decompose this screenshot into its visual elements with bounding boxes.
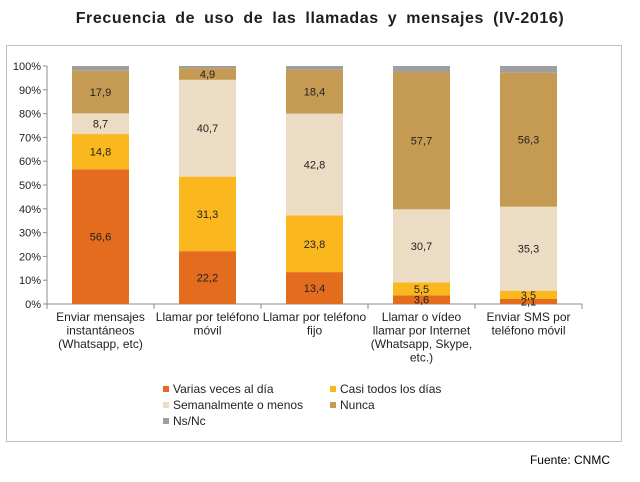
bar-segment <box>72 169 129 304</box>
data-label: 30,7 <box>411 241 432 253</box>
data-label: 17,9 <box>90 87 111 99</box>
bar-segment <box>500 206 557 291</box>
data-label: 57,7 <box>411 136 432 148</box>
bar-segment <box>179 251 236 304</box>
y-tick-label: 80% <box>19 109 41 121</box>
y-tick-label: 30% <box>19 228 41 240</box>
x-tick-label: Llamar por teléfono <box>156 310 260 324</box>
bar-segment <box>179 66 236 69</box>
bar-segment <box>286 272 343 304</box>
chart-title: Frecuencia de uso de las llamadas y mens… <box>75 10 565 27</box>
bar-segment <box>393 66 450 72</box>
y-tick-label: 50% <box>19 180 41 192</box>
bar-segment <box>500 299 557 304</box>
bar-segment <box>286 113 343 216</box>
data-label: 13,4 <box>304 283 325 295</box>
x-tick-label: Llamar por teléfono <box>263 310 367 324</box>
legend-swatch <box>330 402 336 408</box>
source-note: Fuente: CNMC <box>529 453 610 467</box>
x-tick-label: fijo <box>307 324 323 338</box>
legend-label: Varias veces al día <box>173 382 274 396</box>
data-label: 23,8 <box>304 239 325 251</box>
bar-segment <box>286 69 343 114</box>
bar-segment <box>179 79 236 177</box>
bar-segment <box>500 290 557 300</box>
data-label: 31,3 <box>197 209 218 221</box>
data-label: 4,9 <box>200 69 215 81</box>
bar-segment <box>72 134 129 170</box>
data-label: 22,2 <box>197 273 218 285</box>
bar-segment <box>286 215 343 273</box>
x-tick-label: instantáneos <box>66 324 134 338</box>
y-tick-label: 90% <box>19 85 41 97</box>
y-tick-label: 40% <box>19 204 41 216</box>
data-label: 56,6 <box>90 232 111 244</box>
bar-segment <box>72 70 129 114</box>
y-tick-label: 10% <box>19 275 41 287</box>
bar-segment <box>393 295 450 304</box>
x-tick-label: Enviar SMS por <box>486 310 570 324</box>
data-label: 35,3 <box>518 244 539 256</box>
x-tick-label: (Whatsapp, Skype, <box>371 337 472 351</box>
bar-segment <box>179 176 236 252</box>
legend-label: Semanalmente o menos <box>173 398 303 412</box>
data-label: 40,7 <box>197 123 218 135</box>
data-label: 5,5 <box>414 284 429 296</box>
x-tick-label: móvil <box>193 324 221 338</box>
data-label: 18,4 <box>304 87 325 99</box>
legend-label: Casi todos los días <box>340 382 441 396</box>
data-label: 3,6 <box>414 295 429 307</box>
legend-swatch <box>163 386 169 392</box>
bar-segment <box>393 282 450 296</box>
legend-swatch <box>163 418 169 424</box>
chart-frame <box>6 45 622 442</box>
bar-segment <box>500 66 557 73</box>
x-tick-label: teléfono móvil <box>491 324 565 338</box>
legend-label: Nunca <box>340 398 375 412</box>
legend-swatch <box>330 386 336 392</box>
bar-segment <box>72 113 129 135</box>
data-label: 8,7 <box>93 119 108 131</box>
bar-segment <box>500 72 557 207</box>
y-tick-label: 60% <box>19 156 41 168</box>
x-tick-label: etc.) <box>410 351 433 365</box>
data-label: 42,8 <box>304 160 325 172</box>
y-tick-label: 100% <box>13 61 41 73</box>
legend-label: Ns/Nc <box>173 414 206 428</box>
data-label: 3,5 <box>521 290 536 302</box>
data-label: 2,1 <box>521 297 536 309</box>
bar-segment <box>286 66 343 70</box>
y-tick-label: 70% <box>19 132 41 144</box>
bar-segment <box>393 209 450 283</box>
x-tick-label: Enviar mensajes <box>56 310 145 324</box>
y-tick-label: 20% <box>19 251 41 263</box>
x-tick-label: llamar por Internet <box>373 324 471 338</box>
bar-segment <box>179 68 236 80</box>
legend-swatch <box>163 402 169 408</box>
y-tick-label: 0% <box>25 299 41 311</box>
x-tick-label: (Whatsapp, etc) <box>58 337 143 351</box>
bar-segment <box>72 66 129 71</box>
x-tick-label: Llamar o vídeo <box>382 310 462 324</box>
data-label: 56,3 <box>518 135 539 147</box>
bar-segment <box>393 71 450 210</box>
data-label: 14,8 <box>90 147 111 159</box>
